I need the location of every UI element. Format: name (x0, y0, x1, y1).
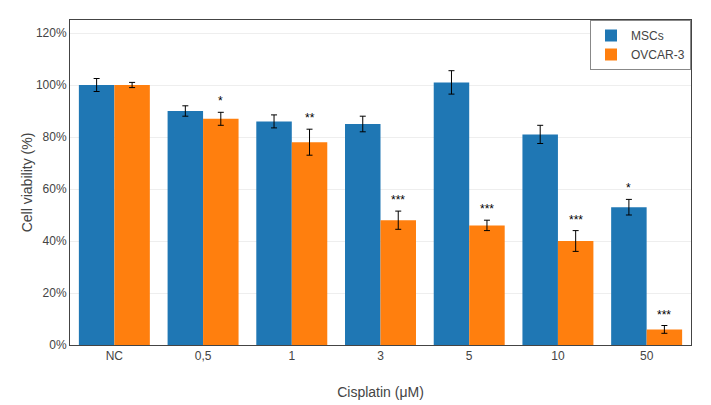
svg-text:0,5: 0,5 (195, 349, 212, 363)
svg-text:80%: 80% (43, 130, 67, 144)
svg-text:*: * (218, 94, 223, 108)
svg-text:10: 10 (551, 349, 565, 363)
svg-text:0%: 0% (49, 338, 67, 352)
svg-text:20%: 20% (43, 286, 67, 300)
svg-text:40%: 40% (43, 234, 67, 248)
svg-text:5: 5 (466, 349, 473, 363)
svg-text:Cell viability (%): Cell viability (%) (19, 133, 35, 233)
svg-text:120%: 120% (36, 26, 67, 40)
svg-text:***: *** (391, 193, 405, 207)
svg-text:***: *** (657, 308, 671, 322)
svg-text:NC: NC (106, 349, 124, 363)
svg-text:50: 50 (640, 349, 654, 363)
svg-text:*: * (626, 181, 631, 195)
svg-text:**: ** (305, 111, 315, 125)
svg-text:60%: 60% (43, 182, 67, 196)
svg-text:MSCs: MSCs (631, 29, 664, 43)
svg-text:OVCAR-3: OVCAR-3 (631, 48, 685, 62)
svg-text:Cisplatin (μM): Cisplatin (μM) (337, 384, 424, 400)
svg-text:1: 1 (288, 349, 295, 363)
svg-text:***: *** (480, 202, 494, 216)
svg-text:***: *** (569, 213, 583, 227)
svg-text:100%: 100% (36, 78, 67, 92)
svg-text:3: 3 (377, 349, 384, 363)
